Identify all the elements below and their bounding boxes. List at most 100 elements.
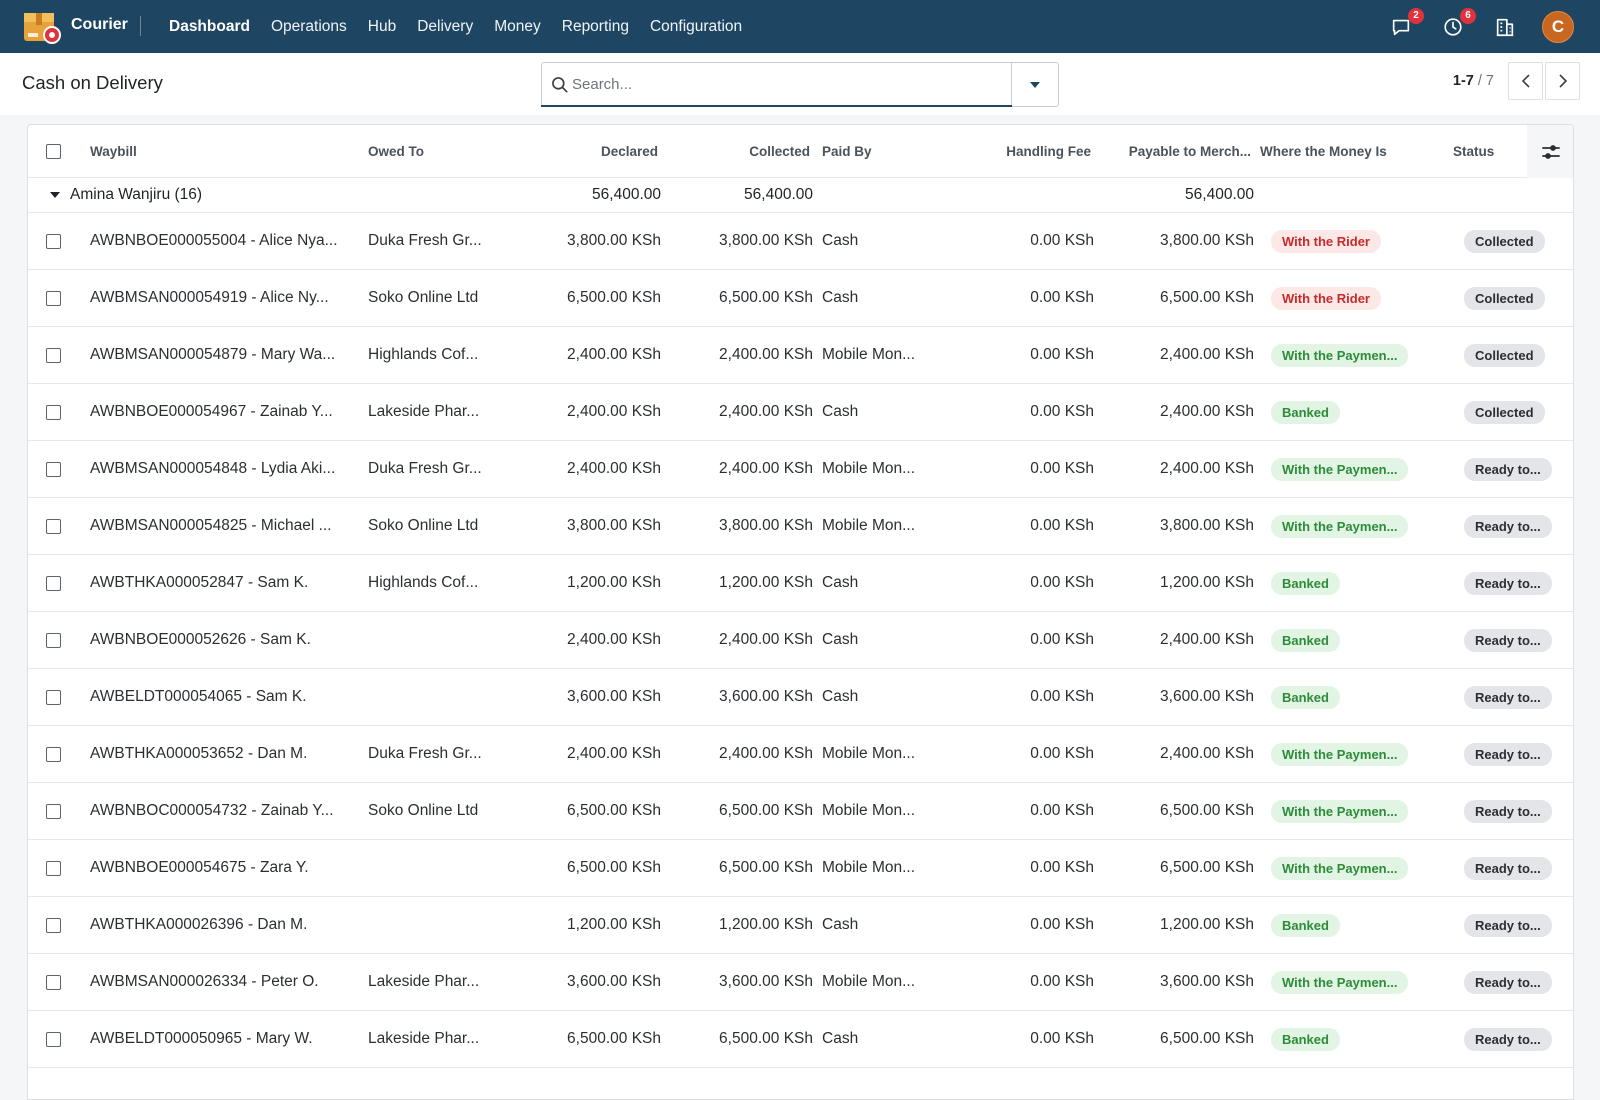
search-options-toggle[interactable] — [1011, 63, 1058, 106]
menu-reporting[interactable]: Reporting — [561, 17, 629, 35]
pager-total: / 7 — [1477, 73, 1494, 89]
where-money-cell: Banked — [1271, 1011, 1340, 1067]
menu-money[interactable]: Money — [494, 17, 541, 35]
collected-cell: 6,500.00 KSh — [719, 1030, 813, 1047]
pager-next-button[interactable] — [1545, 62, 1580, 100]
control-panel: Cash on Delivery 1-7 / 7 — [0, 53, 1600, 115]
status-badge: Ready to... — [1464, 913, 1552, 937]
table-row[interactable]: AWBTHKA000053652 - Dan M. Duka Fresh Gr..… — [28, 726, 1573, 783]
waybill-cell: AWBNBOE000055004 - Alice Nya... — [90, 232, 338, 249]
pager-previous-button[interactable] — [1508, 62, 1543, 100]
handling-fee-cell: 0.00 KSh — [1030, 631, 1094, 648]
handling-fee-cell: 0.00 KSh — [1030, 859, 1094, 876]
status-cell: Ready to... — [1464, 1011, 1552, 1067]
row-checkbox[interactable] — [46, 347, 61, 363]
messages-button[interactable]: 2 — [1388, 7, 1424, 40]
owed-to-cell: Soko Online Ltd — [368, 517, 479, 534]
column-header-owed-to[interactable]: Owed To — [368, 143, 424, 159]
table-row[interactable]: AWBMSAN000054919 - Alice Ny... Soko Onlin… — [28, 270, 1573, 327]
handling-fee-cell: 0.00 KSh — [1030, 517, 1094, 534]
collected-cell: 3,600.00 KSh — [719, 973, 813, 990]
row-checkbox[interactable] — [46, 632, 61, 648]
column-header-where-money-is[interactable]: Where the Money Is — [1260, 143, 1387, 159]
column-header-payable-to-merchant[interactable]: Payable to Merch... — [1128, 143, 1251, 159]
declared-cell: 2,400.00 KSh — [567, 403, 661, 420]
row-checkbox[interactable] — [46, 233, 61, 249]
select-all-checkbox[interactable] — [46, 143, 61, 159]
row-checkbox[interactable] — [46, 1031, 61, 1047]
row-checkbox[interactable] — [46, 689, 61, 705]
menu-hub[interactable]: Hub — [367, 17, 397, 35]
handling-fee-cell: 0.00 KSh — [1030, 460, 1094, 477]
table-row[interactable]: AWBMSAN000054848 - Lydia Aki... Duka Fres… — [28, 441, 1573, 498]
where-money-cell: With the Paymen... — [1271, 840, 1409, 896]
pager-range: 1-7 — [1452, 73, 1474, 89]
row-checkbox[interactable] — [46, 803, 61, 819]
column-header-status[interactable]: Status — [1453, 143, 1495, 159]
company-switcher-button[interactable] — [1492, 14, 1518, 40]
optional-columns-toggle[interactable] — [1527, 125, 1573, 178]
payable-cell: 1,200.00 KSh — [1160, 916, 1254, 933]
row-checkbox[interactable] — [46, 404, 61, 420]
row-checkbox[interactable] — [46, 974, 61, 990]
table-row[interactable]: AWBNBOE000052626 - Sam K. 2,400.00 KSh 2,4… — [28, 612, 1573, 669]
row-checkbox[interactable] — [46, 746, 61, 762]
table-row[interactable]: AWBMSAN000054825 - Michael ... Soko Onlin… — [28, 498, 1573, 555]
where-money-badge: Banked — [1271, 685, 1340, 709]
payable-cell: 2,400.00 KSh — [1160, 745, 1254, 762]
menu-operations[interactable]: Operations — [270, 17, 347, 35]
payable-cell: 2,400.00 KSh — [1160, 460, 1254, 477]
group-row[interactable]: Amina Wanjiru (16) 56,400.00 56,400.00 5… — [28, 178, 1573, 213]
handling-fee-cell: 0.00 KSh — [1030, 802, 1094, 819]
column-header-paid-by[interactable]: Paid By — [822, 143, 872, 159]
table-row[interactable]: AWBNBOE000055004 - Alice Nya... Duka Fres… — [28, 213, 1573, 270]
table-row[interactable]: AWBTHKA000026396 - Dan M. 1,200.00 KSh 1,2… — [28, 897, 1573, 954]
collected-cell: 3,800.00 KSh — [719, 232, 813, 249]
table-row[interactable]: AWBMSAN000026334 - Peter O. Lakeside Phar… — [28, 954, 1573, 1011]
waybill-cell: AWBELDT000054065 - Sam K. — [90, 688, 307, 705]
table-row[interactable]: AWBNBOE000054675 - Zara Y. 6,500.00 KSh 6,… — [28, 840, 1573, 897]
declared-cell: 3,600.00 KSh — [567, 688, 661, 705]
menu-configuration[interactable]: Configuration — [649, 17, 743, 35]
user-avatar[interactable]: C — [1542, 10, 1574, 43]
pager-value[interactable]: 1-7 / 7 — [1453, 73, 1494, 89]
table-row[interactable]: AWBELDT000050965 - Mary W. Lakeside Phar.… — [28, 1011, 1573, 1068]
collected-cell: 1,200.00 KSh — [719, 574, 813, 591]
column-header-declared[interactable]: Declared — [600, 143, 658, 159]
search-input[interactable] — [572, 69, 1002, 99]
table-row[interactable]: AWBMSAN000054879 - Mary Wa... Highlands C… — [28, 327, 1573, 384]
row-checkbox[interactable] — [46, 518, 61, 534]
table-row[interactable]: AWBNBOE000054967 - Zainab Y... Lakeside P… — [28, 384, 1573, 441]
row-checkbox[interactable] — [46, 860, 61, 876]
row-checkbox[interactable] — [46, 575, 61, 591]
where-money-cell: With the Paymen... — [1271, 954, 1409, 1010]
handling-fee-cell: 0.00 KSh — [1030, 916, 1094, 933]
column-header-waybill[interactable]: Waybill — [90, 143, 137, 159]
courier-logo-icon[interactable] — [22, 7, 62, 45]
activities-button[interactable]: 6 — [1440, 7, 1476, 40]
row-checkbox[interactable] — [46, 461, 61, 477]
row-select-cell — [46, 1011, 61, 1067]
column-header-collected[interactable]: Collected — [749, 143, 810, 159]
main-menu: Dashboard Operations Hub Delivery Money … — [169, 0, 763, 53]
collected-cell: 2,400.00 KSh — [719, 631, 813, 648]
column-header-handling-fee[interactable]: Handling Fee — [1006, 143, 1091, 159]
app-name[interactable]: Courier — [71, 16, 128, 33]
chat-bubble-icon — [1392, 19, 1410, 35]
menu-delivery[interactable]: Delivery — [417, 17, 474, 35]
owed-to-cell: Soko Online Ltd — [368, 289, 479, 306]
payable-cell: 1,200.00 KSh — [1160, 574, 1254, 591]
menu-dashboard[interactable]: Dashboard — [169, 17, 250, 35]
table-row[interactable]: AWBNBOC000054732 - Zainab Y... Soko Onlin… — [28, 783, 1573, 840]
payable-cell: 3,800.00 KSh — [1160, 517, 1254, 534]
paid-by-cell: Cash — [822, 916, 859, 933]
status-badge: Collected — [1464, 286, 1545, 310]
table-row[interactable]: AWBELDT000054065 - Sam K. 3,600.00 KSh 3,6… — [28, 669, 1573, 726]
table-row[interactable]: AWBTHKA000052847 - Sam K. Highlands Cof..… — [28, 555, 1573, 612]
row-checkbox[interactable] — [46, 290, 61, 306]
status-badge: Collected — [1464, 229, 1545, 253]
row-checkbox[interactable] — [46, 917, 61, 933]
navbar-divider — [140, 16, 141, 36]
row-select-cell — [46, 327, 61, 383]
where-money-badge: Banked — [1271, 913, 1340, 937]
